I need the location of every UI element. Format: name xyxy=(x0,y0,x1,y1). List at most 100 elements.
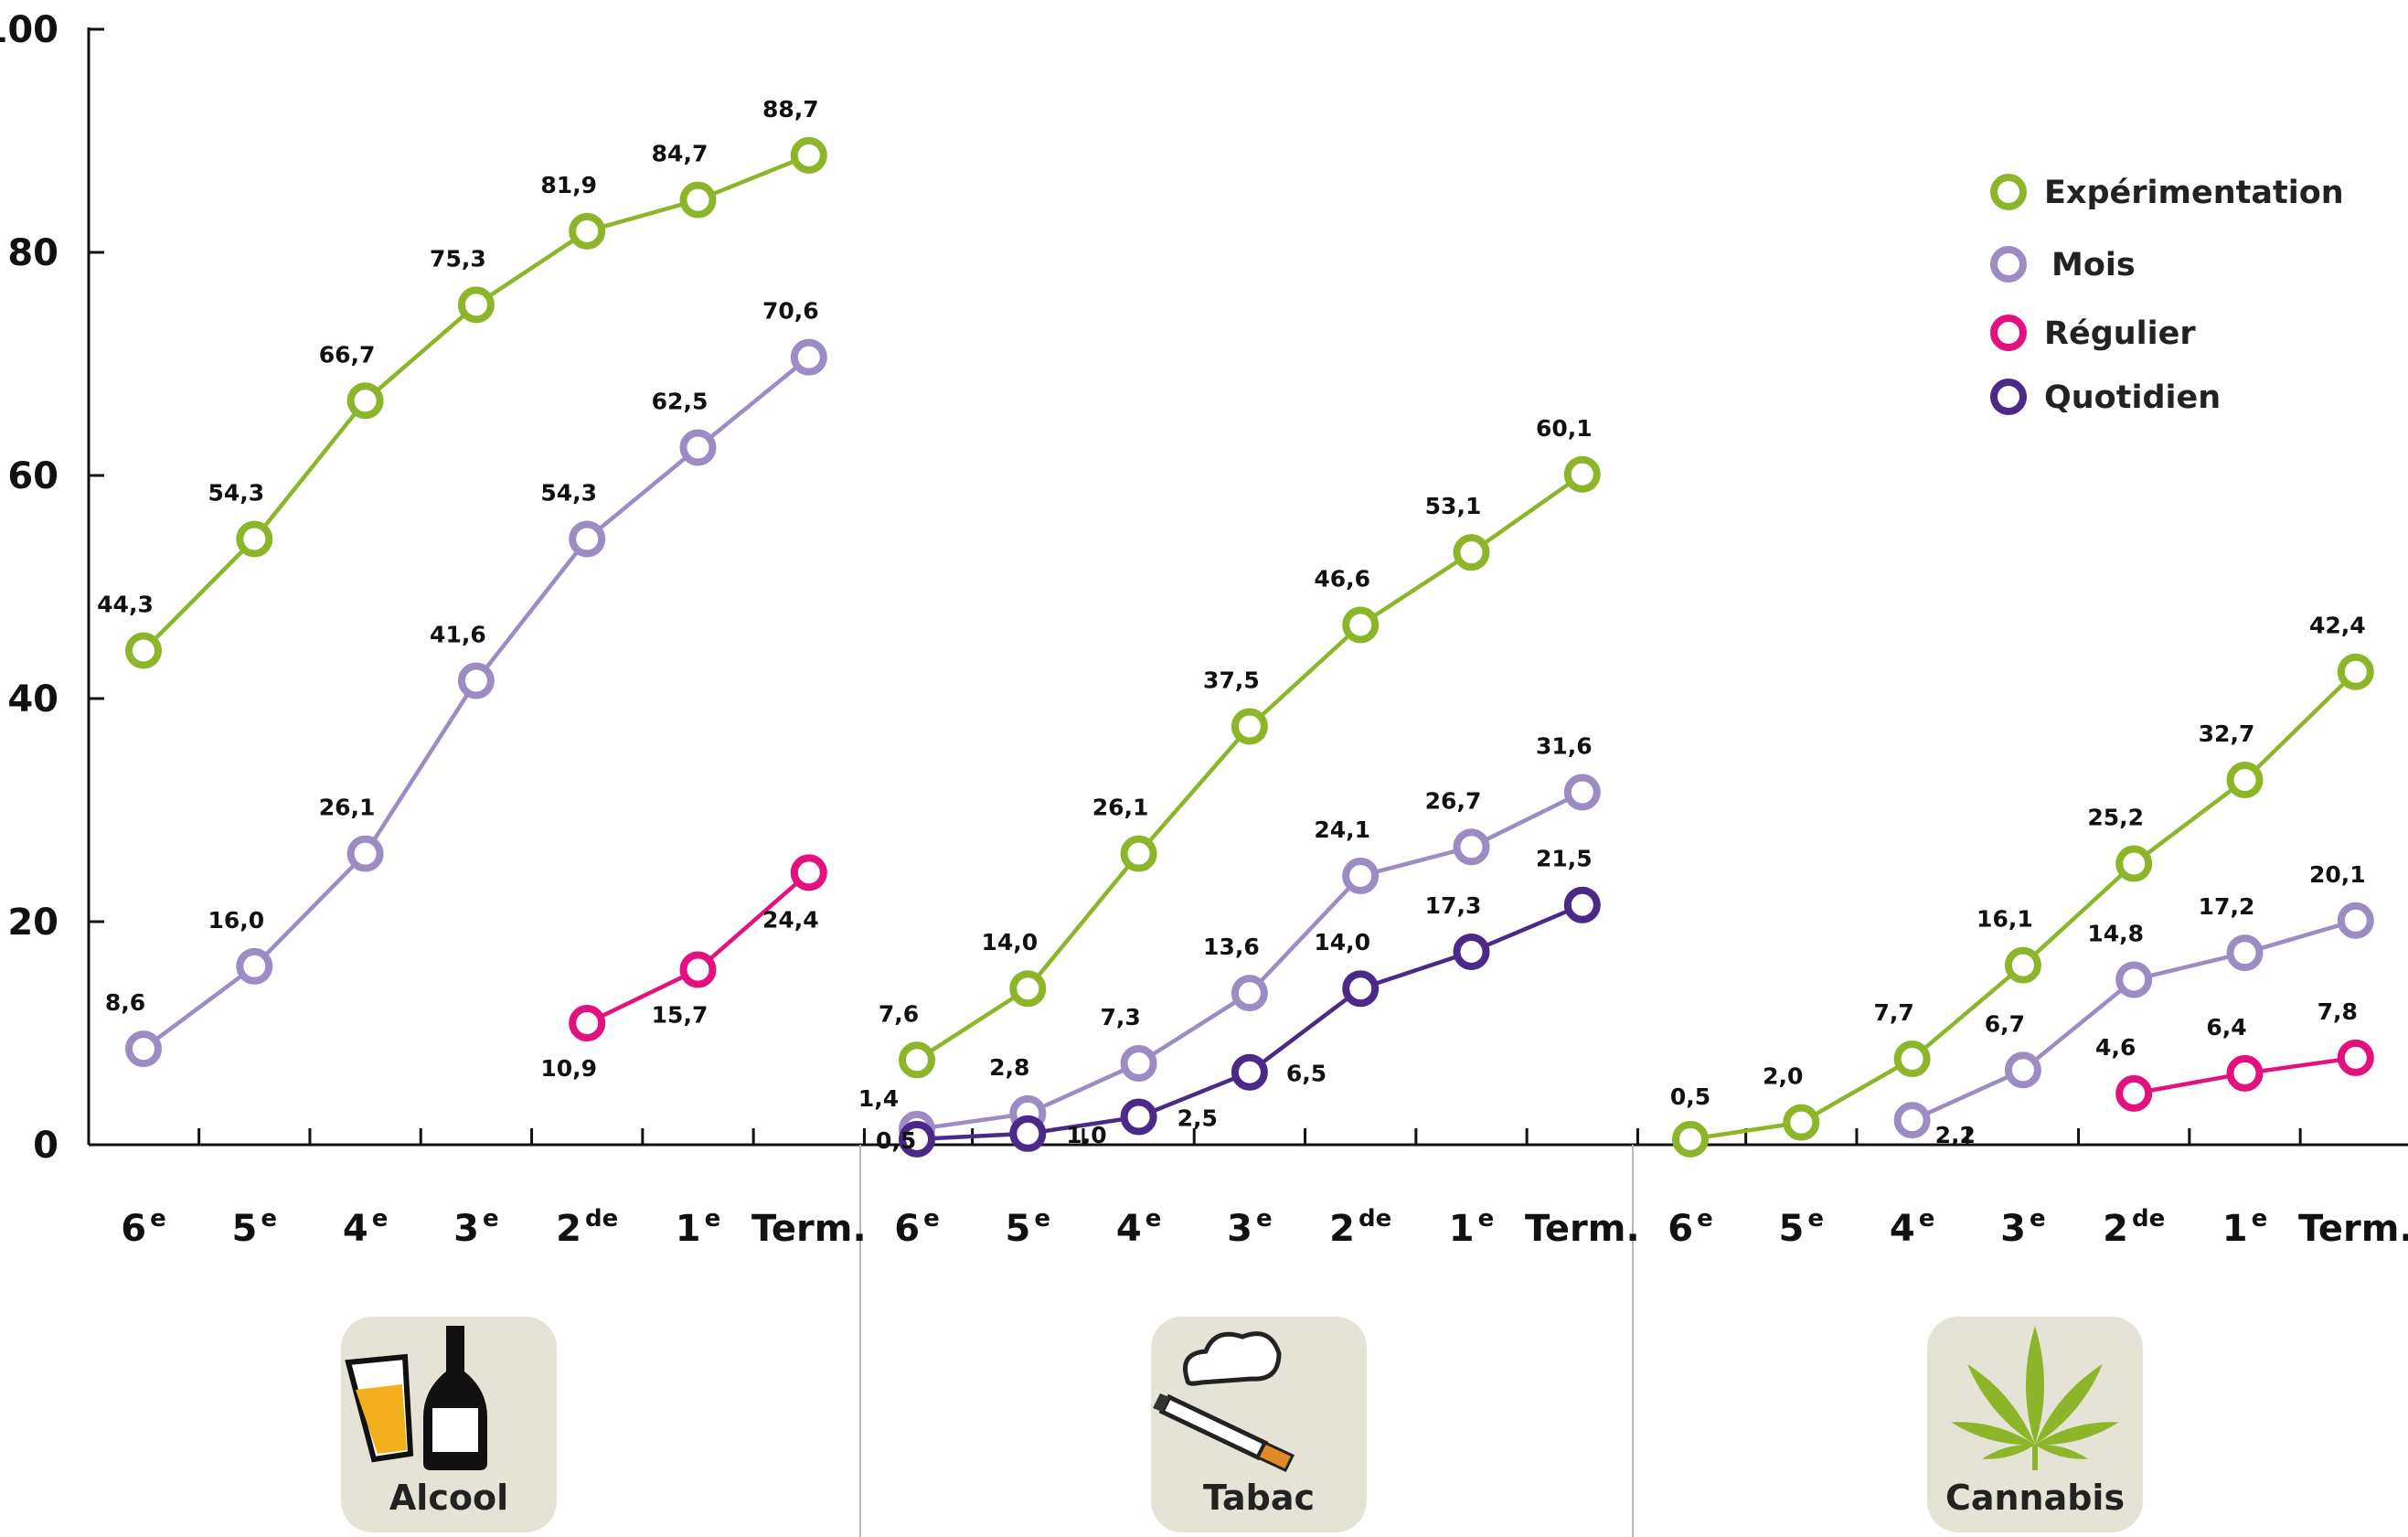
data-point-cannabis-reg xyxy=(2226,1054,2264,1092)
series-line-alcool-reg xyxy=(586,870,811,1026)
data-label: 14,0 xyxy=(981,929,1038,955)
y-tick-label: 20 xyxy=(7,902,59,944)
legend-marker xyxy=(1990,246,2027,283)
axes: 0 20 40 60 80 100 xyxy=(0,9,2408,1167)
data-point-cannabis-exp xyxy=(1783,1104,1820,1141)
data-point-cannabis-mois xyxy=(2004,1051,2041,1089)
data-label: 7,6 xyxy=(879,1000,919,1027)
leaf-blade xyxy=(2035,1363,2103,1445)
data-point-alcool-exp xyxy=(569,212,606,250)
data-label: 26,1 xyxy=(1092,795,1149,821)
data-label: 16,1 xyxy=(1976,906,2033,933)
panel-dividers xyxy=(859,1145,1634,1537)
data-label: 81,9 xyxy=(540,172,597,198)
category-label-cannabis: Cannabis xyxy=(1945,1478,2125,1518)
data-label: 20,1 xyxy=(2309,861,2366,888)
data-label: 2,2 xyxy=(1935,1122,1976,1148)
data-label: 0,5 xyxy=(876,1127,916,1154)
data-point-tabac-exp xyxy=(1231,708,1268,745)
data-label: 7,3 xyxy=(1100,1004,1140,1030)
data-label: 75,3 xyxy=(430,245,486,272)
y-tick-label: 100 xyxy=(0,9,59,51)
data-point-cannabis-exp xyxy=(2226,762,2264,799)
category-label-tabac: Tabac xyxy=(1203,1478,1315,1518)
legend-marker xyxy=(1990,379,2027,415)
data-point-cannabis-exp xyxy=(2337,653,2374,690)
panel-cannabis xyxy=(1672,653,2374,1158)
data-label: 2,5 xyxy=(1177,1105,1218,1132)
y-tick-label: 40 xyxy=(7,678,59,720)
data-label: 14,8 xyxy=(2087,920,2144,946)
data-point-tabac-mois xyxy=(1342,857,1380,894)
data-label: 6,4 xyxy=(2206,1014,2246,1041)
legend-label: Quotidien xyxy=(2044,379,2221,416)
cigarette-ash xyxy=(1153,1393,1169,1412)
beer-fill xyxy=(356,1384,407,1454)
data-point-tabac-mois xyxy=(1120,1044,1157,1082)
data-point-cannabis-exp xyxy=(1672,1120,1709,1158)
data-label: 10,9 xyxy=(540,1055,597,1082)
category-icons: Alcool Tabac Cannabis xyxy=(341,1317,2143,1532)
data-label: 46,6 xyxy=(1314,565,1370,592)
data-label: 17,2 xyxy=(2199,893,2255,920)
data-point-alcool-exp xyxy=(679,181,717,219)
data-point-tabac-exp xyxy=(1563,455,1601,493)
data-label: 7,8 xyxy=(2317,998,2358,1025)
data-point-tabac-mois xyxy=(1231,975,1268,1012)
data-point-alcool-reg xyxy=(569,1005,606,1042)
x-tick-label: Term. xyxy=(2298,1208,2408,1250)
leaf-blade xyxy=(2035,1444,2088,1459)
data-point-alcool-mois xyxy=(346,835,384,872)
data-label: 13,6 xyxy=(1203,934,1260,960)
leaf-blade xyxy=(1982,1444,2035,1459)
legend-label: Expérimentation xyxy=(2044,175,2344,211)
data-label: 31,6 xyxy=(1536,732,1593,759)
data-label: 54,3 xyxy=(540,480,597,507)
data-point-alcool-exp xyxy=(125,632,162,669)
data-label: 62,5 xyxy=(652,389,709,415)
data-point-cannabis-reg xyxy=(2337,1039,2374,1076)
data-label: 7,7 xyxy=(1873,999,1913,1026)
data-label: 24,4 xyxy=(762,906,819,933)
data-label: 26,1 xyxy=(319,795,376,821)
legend-label: Mois xyxy=(2051,247,2136,283)
leaf-blade xyxy=(1951,1422,2035,1446)
data-label: 0,5 xyxy=(1670,1083,1710,1110)
data-label: 84,7 xyxy=(652,141,709,167)
data-point-tabac-quot xyxy=(1563,886,1601,923)
data-label: 2,8 xyxy=(989,1054,1029,1081)
x-tick-label: 2 de xyxy=(556,1205,618,1250)
data-label: 26,7 xyxy=(1425,787,1482,814)
data-label: 14,0 xyxy=(1314,929,1370,955)
legend-item-exp: Expérimentation xyxy=(1990,174,2344,211)
data-point-alcool-exp xyxy=(457,286,495,324)
data-point-alcool-mois xyxy=(569,520,606,558)
data-label: 4,6 xyxy=(2095,1034,2136,1061)
series-layer xyxy=(125,136,2374,1158)
data-label: 16,0 xyxy=(208,907,264,934)
data-label: 25,2 xyxy=(2087,805,2144,831)
leaf-blade xyxy=(1967,1363,2035,1445)
data-point-tabac-quot xyxy=(1231,1053,1268,1091)
bottle-label xyxy=(432,1408,478,1452)
data-point-alcool-mois xyxy=(679,429,717,466)
data-label: 53,1 xyxy=(1425,493,1482,519)
data-point-tabac-quot xyxy=(1120,1098,1157,1136)
data-label: 17,3 xyxy=(1425,892,1482,919)
data-point-alcool-mois xyxy=(790,338,827,376)
cigarette-icon: Tabac xyxy=(1151,1317,1367,1532)
data-label: 6,7 xyxy=(1985,1010,2025,1037)
data-point-tabac-quot xyxy=(1342,970,1380,1008)
data-label: 2,0 xyxy=(1763,1063,1803,1090)
data-point-alcool-mois xyxy=(236,947,273,985)
